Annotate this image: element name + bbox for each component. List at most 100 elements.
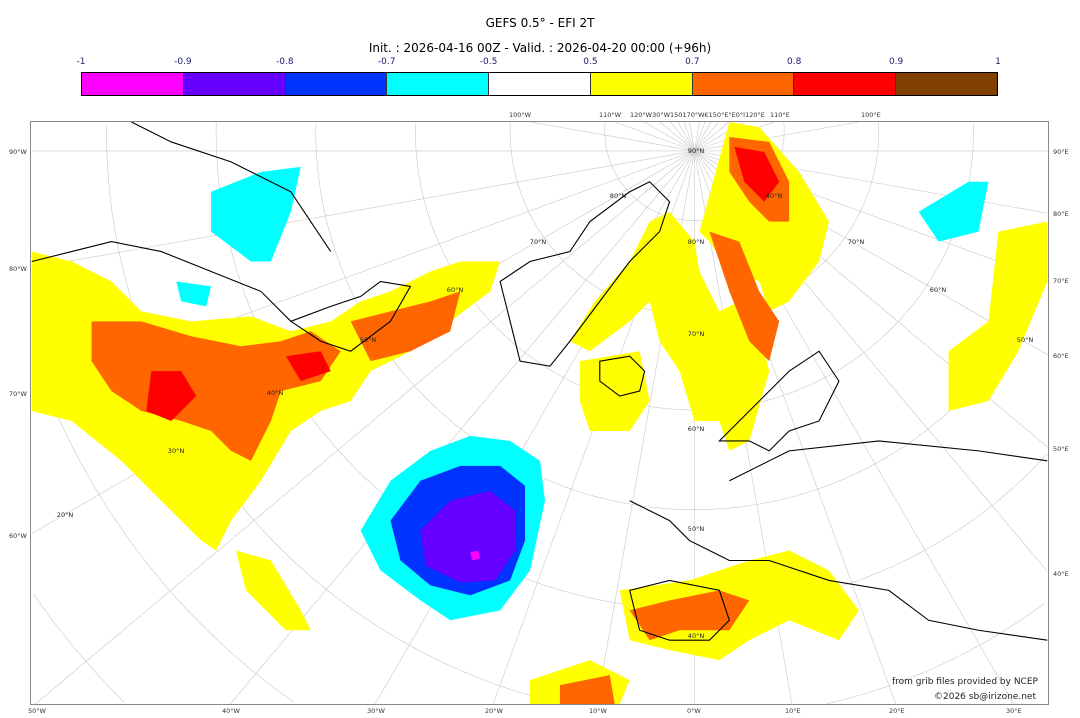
axis-tick-label: 70°E	[1053, 277, 1069, 285]
efi-orange-region	[559, 675, 615, 704]
axis-tick-label: 70°W	[9, 390, 27, 398]
efi-red-region	[285, 351, 331, 382]
axis-tick-label: 60°E	[1053, 352, 1069, 360]
coastline	[629, 500, 1048, 641]
credit-source: from grib files provided by NCEP	[892, 677, 1038, 687]
meridian-line	[689, 122, 695, 151]
axis-tick-label: 30°W	[367, 707, 385, 715]
colorbar-label: -0.7	[377, 57, 396, 67]
axis-tick-label: 80°E	[1053, 210, 1069, 218]
coastline	[718, 350, 840, 452]
colorbar-label: 1	[995, 57, 1001, 67]
axis-tick-label: 30°E	[1006, 707, 1022, 715]
efi-yellow-region	[579, 351, 650, 431]
meridian-line	[614, 122, 695, 152]
axis-tick-label: 80°W	[9, 265, 27, 273]
efi-yellow-region	[569, 211, 770, 451]
colorbar-label: -0.8	[275, 57, 294, 67]
meridian-line	[694, 122, 706, 152]
graticule-label: 20°N	[56, 511, 74, 519]
efi-orange-region	[629, 590, 750, 641]
meridian-line	[694, 122, 700, 151]
axis-tick-label: 20°W	[485, 707, 503, 715]
colorbar-swatch	[285, 73, 388, 95]
parallel-line	[315, 124, 1048, 510]
axis-tick-label: 50°W	[28, 707, 46, 715]
axis-tick-label: 10°E	[785, 707, 801, 715]
colorbar	[81, 72, 998, 96]
colorbar-swatch	[183, 73, 286, 95]
efi-yellow-region	[236, 550, 311, 631]
efi-orange-region	[350, 291, 461, 362]
map-canvas	[31, 122, 1048, 704]
colorbar-label: -1	[76, 57, 86, 67]
efi-cyan-region	[211, 166, 301, 262]
axis-tick-label: 100°W	[509, 111, 532, 119]
meridian-line	[530, 122, 695, 152]
graticule-label: 50°N	[359, 336, 377, 344]
efi-yellow-region	[948, 221, 1048, 412]
parallel-line	[32, 352, 295, 703]
graticule-label: 40°N	[266, 389, 284, 397]
axis-tick-label: 10°W	[589, 707, 607, 715]
meridian-line	[644, 122, 695, 152]
graticule-label: 40°N	[765, 192, 783, 200]
axis-tick-label: 90°E	[1053, 148, 1069, 156]
efi-orange-region	[91, 321, 341, 461]
axis-tick-label: 100°E	[861, 111, 881, 119]
colorbar-swatch	[590, 73, 693, 95]
efi-red-region	[734, 146, 780, 202]
axis-tick-label: 40°E	[1053, 570, 1069, 578]
axis-tick-label: 40°W	[222, 707, 240, 715]
meridian-line	[683, 122, 695, 152]
coastline	[599, 355, 646, 397]
colorbar-swatch	[489, 73, 591, 95]
colorbar-label: -0.9	[174, 57, 192, 67]
graticule-label: 70°N	[687, 330, 705, 338]
colorbar-swatch	[794, 73, 897, 95]
colorbar-swatch	[387, 73, 490, 95]
meridian-line	[31, 150, 695, 269]
axis-tick-label: 110°E	[770, 111, 790, 119]
colorbar-label: 0.8	[787, 57, 802, 67]
graticule-label: 80°N	[609, 192, 627, 200]
graticule-label: 70°N	[847, 238, 865, 246]
meridian-line	[35, 150, 695, 704]
efi-red-region	[146, 371, 197, 421]
credit-copyright: ©2026 sb@irizone.net	[934, 692, 1036, 702]
efi-orange-region	[709, 231, 780, 362]
colorbar-label: -0.5	[479, 57, 498, 67]
meridian-line	[694, 122, 859, 152]
colorbar-label: 0.5	[583, 57, 598, 67]
efi-magenta-region	[470, 550, 481, 561]
coastline	[289, 280, 412, 352]
coastline	[31, 241, 292, 322]
colorbar-label: 0.9	[888, 57, 904, 67]
axis-tick-label: 0°W	[687, 707, 701, 715]
axis-tick-label: 20°E	[889, 707, 905, 715]
coastline	[499, 181, 671, 367]
meridian-line	[670, 122, 695, 152]
parallel-line	[32, 593, 124, 703]
axis-tick-label: 90°W	[9, 148, 27, 156]
graticule-label: 50°N	[687, 525, 705, 533]
coastline	[729, 440, 1048, 482]
graticule-label: 90°N	[687, 147, 705, 155]
efi-cyan-region	[918, 181, 989, 242]
efi-cyan-region	[176, 281, 212, 307]
graticule-label: 60°N	[929, 286, 947, 294]
meridian-line	[659, 122, 695, 152]
axis-tick-label: 120°W30°W150170°W€150°E°E0°I120°E	[630, 111, 765, 119]
coastline	[629, 579, 730, 641]
graticule-label: 80°N	[687, 238, 705, 246]
map-subtitle: Init. : 2026-04-16 00Z - Valid. : 2026-0…	[368, 41, 712, 55]
colorbar-swatch	[896, 73, 998, 95]
meridian-line	[694, 122, 712, 152]
meridian-line	[230, 150, 695, 704]
axis-tick-label: 110°W	[599, 111, 622, 119]
colorbar-swatch	[692, 73, 795, 95]
colorbar-label: 0.7	[685, 57, 700, 67]
colorbar-swatch	[82, 73, 184, 95]
meridian-line	[694, 122, 730, 152]
